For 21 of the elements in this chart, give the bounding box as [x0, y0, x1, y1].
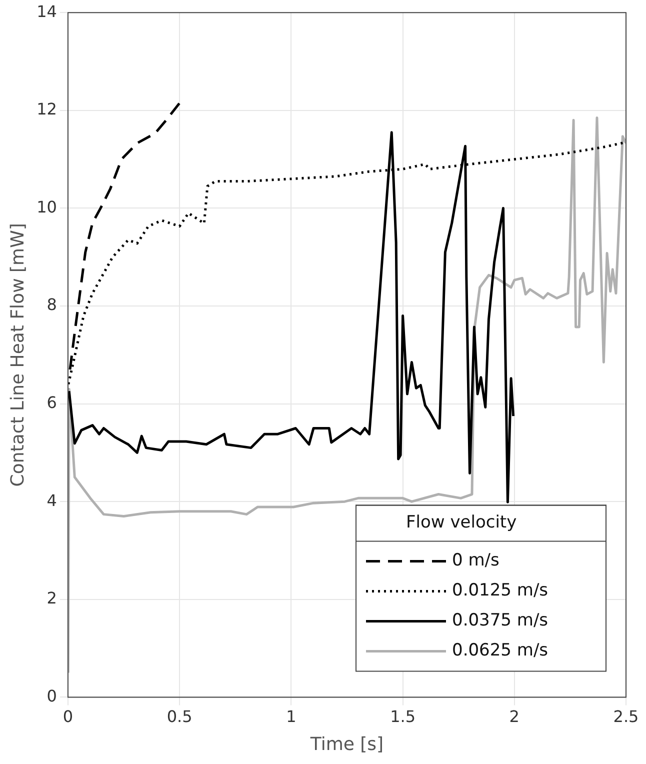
y-tick-label: 0 [46, 686, 57, 706]
x-tick-label: 0.5 [166, 706, 192, 726]
x-tick-label: 1 [286, 706, 296, 726]
legend-label: 0.0125 m/s [452, 580, 548, 601]
legend-label: 0.0375 m/s [452, 610, 548, 631]
legend-label: 0.0625 m/s [452, 640, 548, 661]
y-tick-label: 8 [46, 295, 57, 314]
y-tick-label: 10 [36, 197, 57, 216]
y-axis-title: Contact Line Heat Flow [mW] [7, 223, 28, 487]
legend-title: Flow velocity [406, 512, 517, 533]
y-tick-label: 6 [46, 392, 57, 412]
x-tick-label: 0 [62, 706, 74, 726]
y-tick-label: 12 [36, 100, 57, 119]
x-axis-title: Time [s] [309, 734, 384, 755]
legend-label: 0 m/s [452, 550, 500, 571]
y-tick-label: 2 [46, 588, 57, 608]
x-tick-label: 2.5 [613, 706, 639, 726]
y-tick-label: 14 [36, 2, 57, 21]
y-tick-label: 4 [46, 490, 57, 510]
x-tick-label: 1.5 [390, 706, 416, 726]
x-tick-label: 2 [509, 706, 520, 726]
